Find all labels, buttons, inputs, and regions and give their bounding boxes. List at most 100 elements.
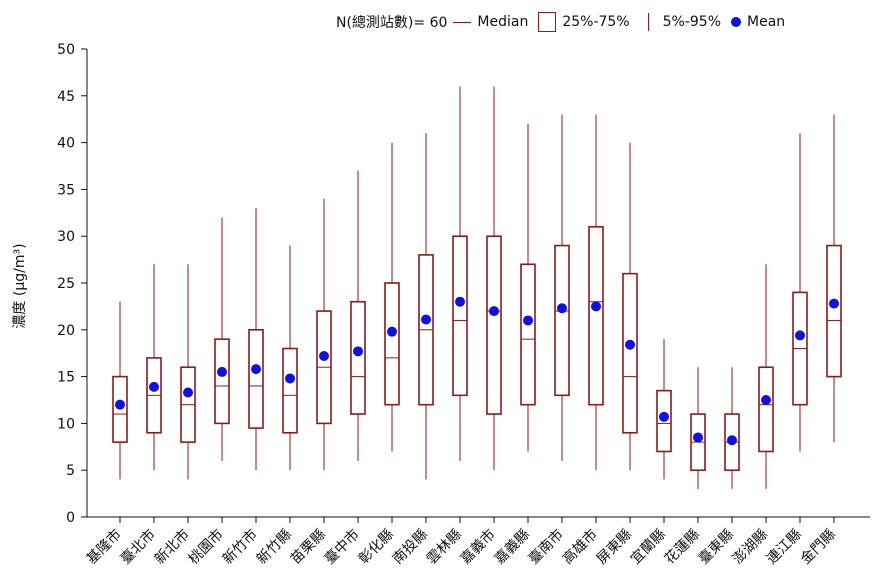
- y-axis: 0 5 10 15 20 25 30 35 40 45 50: [57, 42, 88, 526]
- mean-point: [761, 395, 771, 405]
- box-嘉義縣: [520, 123, 536, 452]
- box-新竹市: [248, 208, 264, 471]
- mean-point: [727, 435, 737, 446]
- legend-n-label: N(總測站數)= 60: [336, 15, 448, 31]
- mean-point: [183, 387, 193, 398]
- y-tick-label: 30: [57, 229, 75, 245]
- legend-mean: Mean: [731, 14, 785, 30]
- box-基隆市: [112, 301, 128, 480]
- mean-point: [489, 306, 499, 317]
- iqr-box: [826, 244, 842, 378]
- x-tick-label: 高雄市: [559, 526, 601, 568]
- mean-dot-icon: [731, 17, 742, 27]
- x-tick-label: 桃園市: [185, 526, 227, 568]
- y-tick-label: 15: [57, 370, 75, 386]
- legend-iqr-label: 25%-75%: [562, 14, 630, 30]
- box-新北市: [180, 264, 196, 480]
- legend-median-label: Median: [477, 14, 529, 30]
- x-tick-label: 臺南市: [525, 526, 567, 568]
- x-tick-label: 澎湖縣: [730, 527, 771, 568]
- x-tick-label: 南投縣: [390, 527, 431, 568]
- box-臺東縣: [724, 367, 740, 489]
- legend-mean-label: Mean: [747, 14, 786, 30]
- x-tick-label: 基隆市: [83, 526, 125, 568]
- box-連江縣: [792, 133, 808, 452]
- y-tick-label: 35: [57, 182, 75, 198]
- mean-point: [353, 346, 363, 357]
- iqr-box: [282, 347, 298, 434]
- box-臺南市: [554, 114, 570, 461]
- x-tick-label: 屏東縣: [594, 527, 635, 568]
- iqr-box: [452, 235, 468, 397]
- mean-point: [693, 432, 703, 443]
- mean-point: [829, 298, 839, 309]
- y-tick-label: 50: [57, 42, 75, 58]
- iqr-box: [520, 263, 536, 406]
- iqr-box: [384, 282, 400, 406]
- y-tick-label: 20: [57, 323, 75, 339]
- x-tick-label: 新北市: [151, 526, 193, 568]
- mean-point: [251, 364, 261, 375]
- box-澎湖縣: [758, 264, 774, 489]
- x-tick-label: 花蓮縣: [662, 527, 703, 568]
- whisker-line-icon: [647, 13, 649, 31]
- y-tick-label: 10: [57, 416, 75, 432]
- box-宜蘭縣: [656, 339, 672, 480]
- iqr-box: [758, 366, 774, 453]
- box-嘉義市: [486, 86, 502, 471]
- mean-point: [795, 330, 805, 341]
- y-tick-label: 0: [66, 510, 75, 526]
- x-tick-label: 雲林縣: [424, 527, 465, 568]
- x-tick-label: 臺中市: [321, 526, 363, 568]
- box-金門縣: [826, 114, 842, 443]
- legend-whisker-label: 5%-95%: [662, 14, 722, 30]
- mean-point: [115, 399, 125, 410]
- iqr-box: [214, 338, 230, 425]
- y-axis-label: 濃度 (μg/m³): [12, 243, 28, 328]
- x-tick-label: 嘉義縣: [491, 526, 533, 568]
- median-line-icon: [453, 21, 472, 23]
- box-臺北市: [146, 264, 162, 471]
- mean-point: [523, 315, 533, 326]
- legend-iqr: 25%-75%: [538, 12, 630, 32]
- box-南投縣: [418, 133, 434, 480]
- mean-point: [557, 303, 567, 314]
- iqr-box: [350, 300, 366, 415]
- x-tick-label: 新竹縣: [254, 527, 295, 568]
- x-tick-label: 新竹市: [219, 526, 261, 568]
- mean-point: [387, 326, 397, 337]
- x-tick-label: 臺北市: [117, 526, 159, 568]
- x-tick-label: 連江縣: [764, 527, 805, 568]
- box-屏東縣: [622, 142, 638, 471]
- legend-whisker: 5%-95%: [640, 13, 721, 31]
- y-tick-label: 45: [57, 89, 75, 105]
- mean-point: [625, 339, 635, 350]
- box-高雄市: [588, 114, 604, 471]
- box-icon: [538, 12, 557, 32]
- x-tick-label: 金門縣: [798, 527, 839, 568]
- x-tick-label: 彰化縣: [355, 526, 397, 568]
- mean-point: [659, 411, 669, 422]
- iqr-box: [554, 244, 570, 397]
- iqr-box: [248, 328, 264, 429]
- box-桃園市: [214, 217, 230, 461]
- legend-median: Median: [453, 14, 528, 30]
- mean-point: [217, 366, 227, 377]
- x-axis: 基隆市臺北市新北市桃園市新竹市新竹縣苗栗縣臺中市彰化縣南投縣雲林縣嘉義市嘉義縣臺…: [83, 516, 870, 568]
- box-苗栗縣: [316, 198, 332, 471]
- mean-point: [319, 351, 329, 362]
- box-新竹縣: [282, 245, 298, 471]
- iqr-box: [622, 272, 638, 434]
- x-tick-label: 臺東縣: [696, 527, 737, 568]
- box-臺中市: [350, 170, 366, 461]
- y-tick-label: 25: [57, 276, 75, 292]
- mean-point: [149, 381, 159, 392]
- box-彰化縣: [384, 142, 400, 452]
- boxes: [112, 86, 842, 489]
- mean-point: [285, 373, 295, 384]
- box-雲林縣: [452, 86, 468, 461]
- iqr-box: [486, 235, 502, 415]
- mean-point: [591, 301, 601, 312]
- box-花蓮縣: [690, 367, 706, 489]
